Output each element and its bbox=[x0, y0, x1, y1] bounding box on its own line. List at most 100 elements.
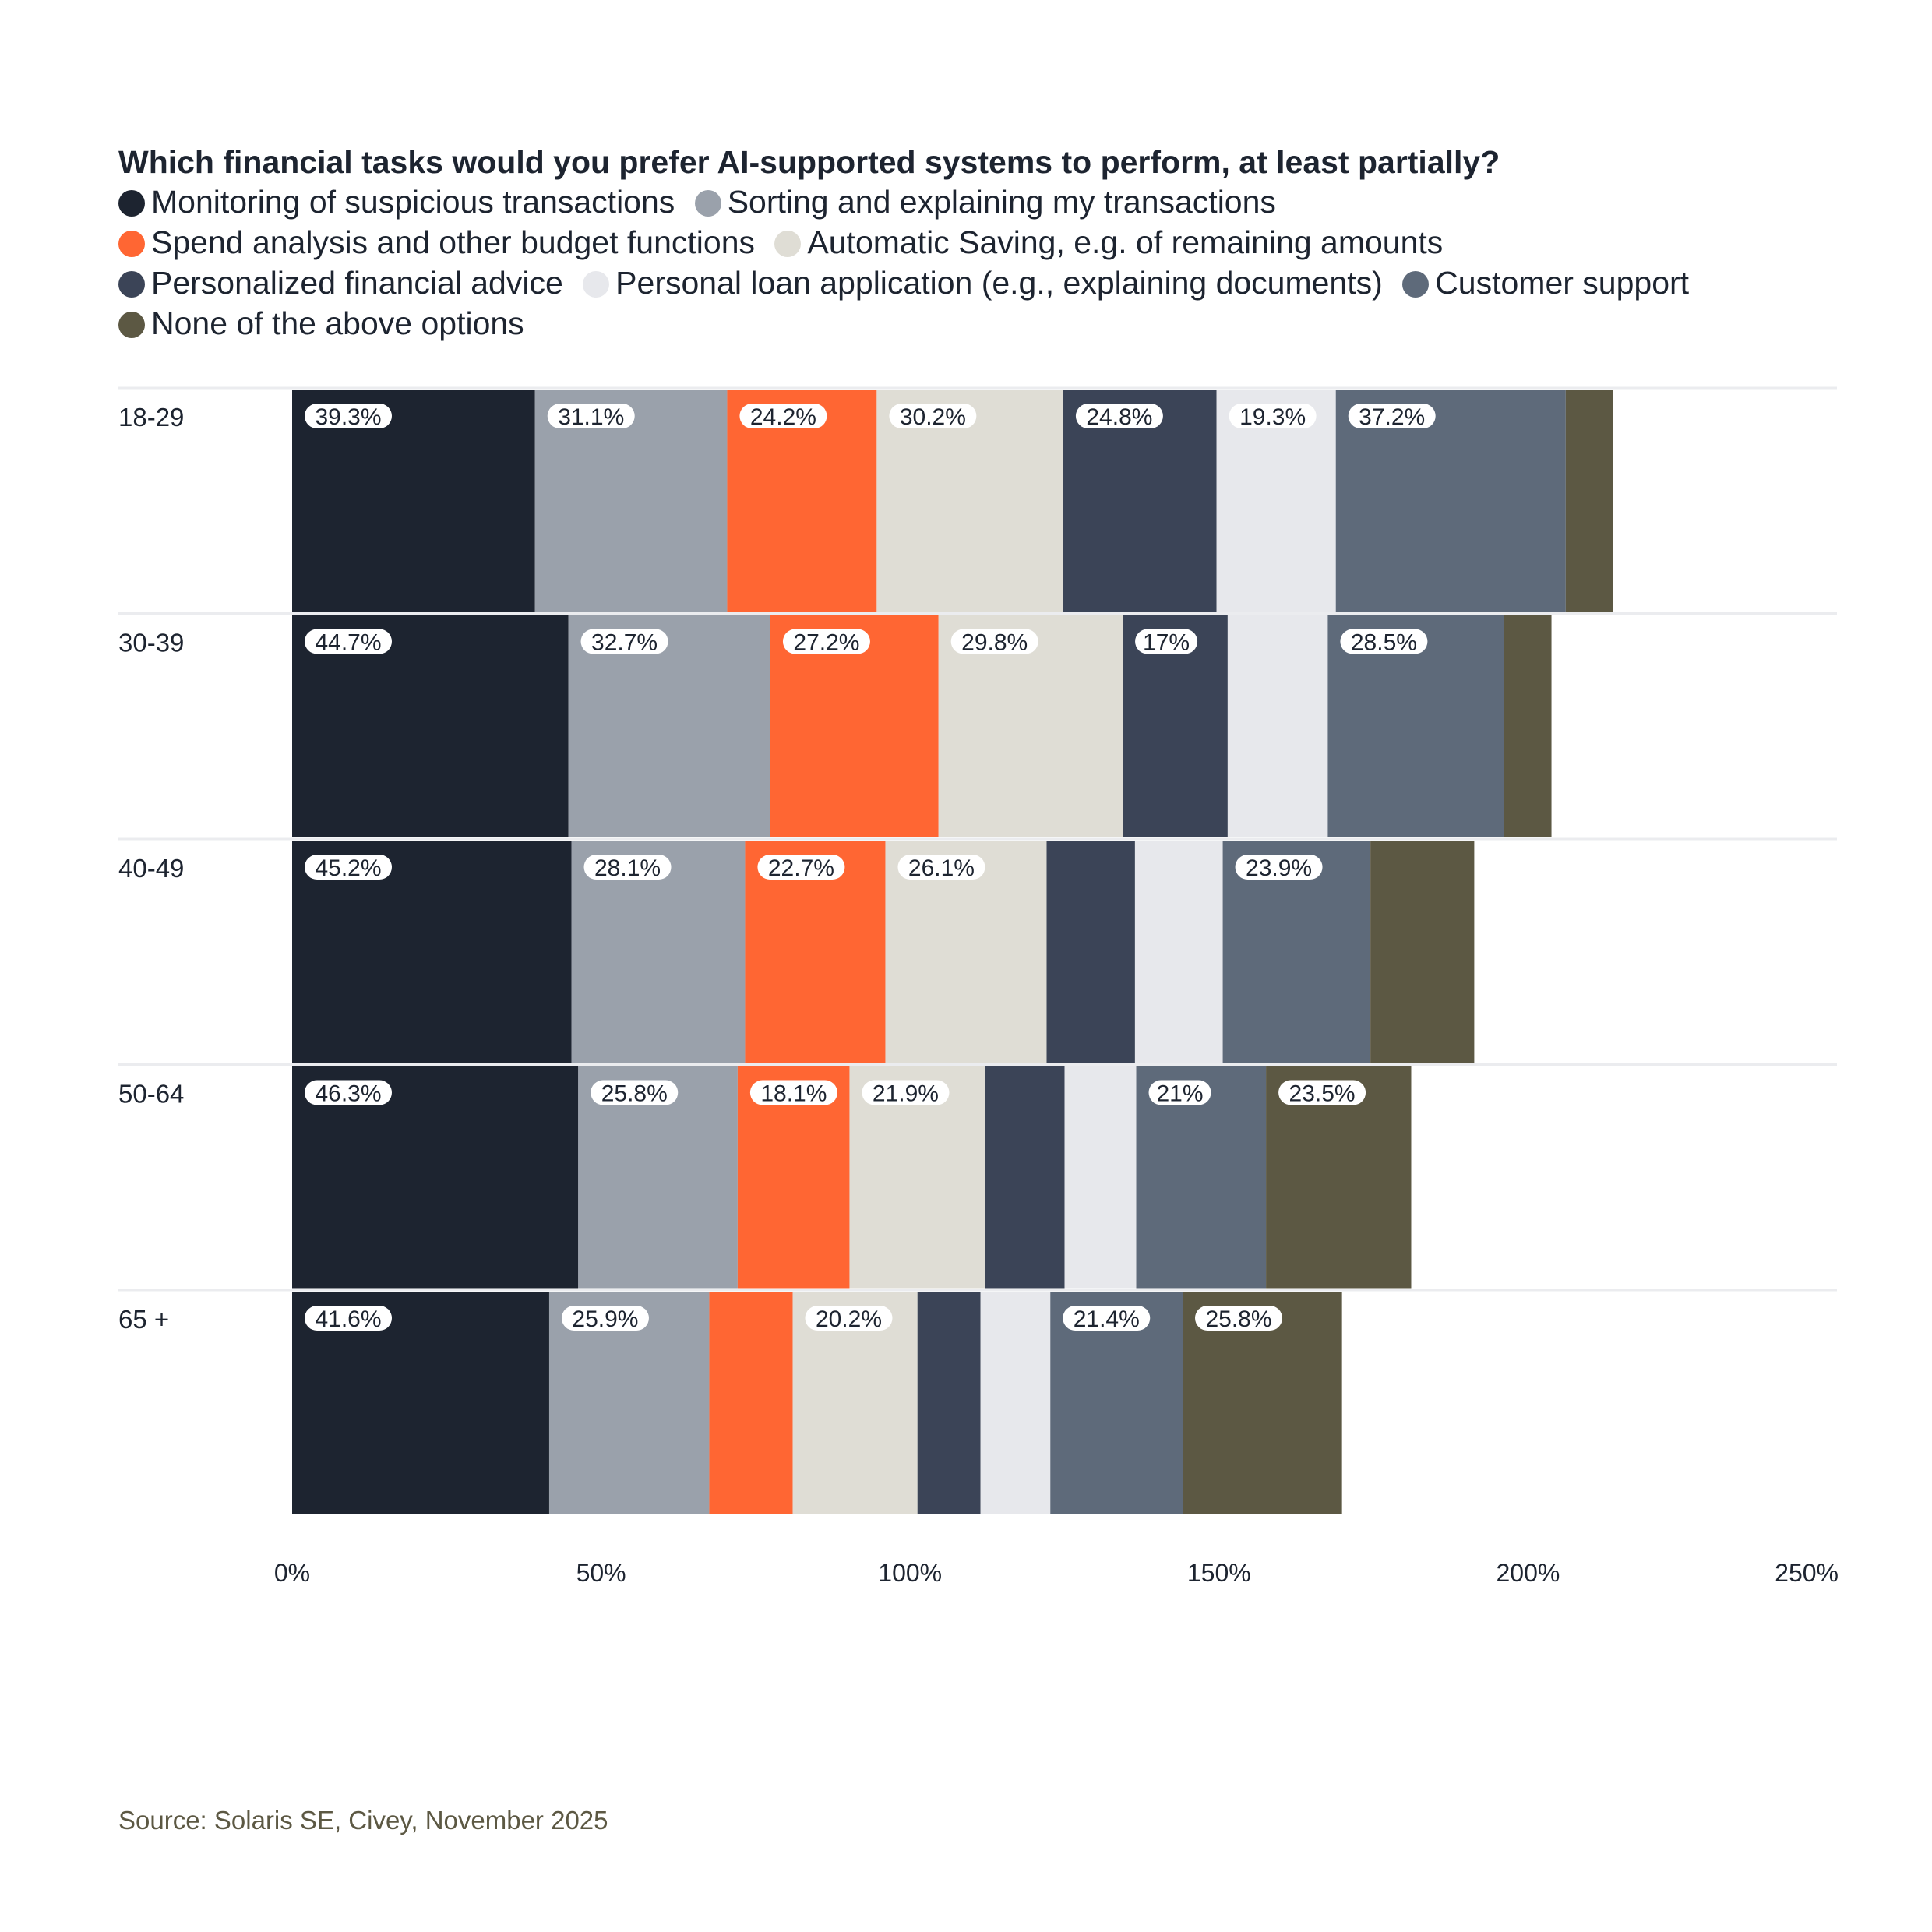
data-label-pill bbox=[757, 855, 845, 880]
data-label: 23.9% bbox=[1246, 855, 1312, 881]
data-label: 21% bbox=[1156, 1081, 1203, 1107]
data-label: 28.1% bbox=[594, 855, 661, 881]
category-label: 65 + bbox=[118, 1305, 169, 1334]
legend-item: Monitoring of suspicious transactions bbox=[118, 184, 686, 220]
data-label: 21.9% bbox=[873, 1081, 939, 1107]
data-label-pill bbox=[950, 629, 1038, 654]
data-label: 17% bbox=[1143, 630, 1190, 656]
bar-segment bbox=[985, 1066, 1065, 1289]
bar-segment bbox=[917, 1292, 981, 1514]
data-label: 19.3% bbox=[1239, 404, 1306, 430]
legend-item: Customer support bbox=[1402, 265, 1700, 301]
legend-swatch bbox=[774, 231, 802, 257]
bar-segment bbox=[1046, 841, 1135, 1063]
data-label: 25.9% bbox=[572, 1306, 638, 1332]
source-note: Source: Solaris SE, Civey, November 2025 bbox=[118, 1806, 608, 1835]
x-tick-label: 0% bbox=[274, 1559, 310, 1587]
legend-swatch bbox=[1402, 271, 1430, 298]
data-label: 24.2% bbox=[750, 404, 816, 430]
x-tick-label: 200% bbox=[1496, 1559, 1560, 1587]
legend-item: Personal loan application (e.g., explain… bbox=[583, 265, 1394, 301]
stacked-bar-chart: 18-29 39.3% 31.1% 24.2% 30.2% 24.8% 19.3% 37.2%… bbox=[118, 386, 1839, 1587]
data-label: 28.5% bbox=[1351, 630, 1417, 656]
data-label-pill bbox=[591, 1080, 679, 1105]
legend-label: Automatic Saving, e.g. of remaining amou… bbox=[807, 224, 1444, 260]
data-label: 37.2% bbox=[1359, 404, 1425, 430]
x-tick-label: 50% bbox=[576, 1559, 626, 1587]
data-label: 46.3% bbox=[315, 1081, 381, 1107]
data-label-pill bbox=[1229, 404, 1317, 428]
data-label-pill bbox=[1075, 404, 1163, 428]
data-label-pill bbox=[305, 629, 392, 654]
data-label: 21.4% bbox=[1074, 1306, 1140, 1332]
data-label: 44.7% bbox=[315, 630, 381, 656]
data-label-pill bbox=[889, 404, 977, 428]
data-label-pill bbox=[305, 404, 392, 428]
x-tick-label: 150% bbox=[1187, 1559, 1251, 1587]
data-label-pill bbox=[1195, 1306, 1283, 1331]
legend-label: Spend analysis and other budget function… bbox=[151, 224, 755, 260]
legend-label: Customer support bbox=[1435, 265, 1690, 301]
data-label-pill bbox=[1340, 629, 1428, 654]
x-tick-label: 100% bbox=[878, 1559, 942, 1587]
data-label: 26.1% bbox=[908, 855, 975, 881]
bar-segment bbox=[1370, 841, 1475, 1063]
legend-swatch bbox=[694, 190, 721, 217]
bar-segment bbox=[709, 1292, 793, 1514]
legend-label: Personalized financial advice bbox=[151, 265, 563, 301]
legend-swatch bbox=[118, 231, 145, 257]
data-label: 29.8% bbox=[961, 630, 1028, 656]
data-label: 45.2% bbox=[315, 855, 381, 881]
data-label: 25.8% bbox=[1205, 1306, 1271, 1332]
data-label-pill bbox=[805, 1306, 893, 1331]
data-label: 24.8% bbox=[1086, 404, 1152, 430]
data-label-pill bbox=[583, 855, 672, 880]
data-label-pill bbox=[1278, 1080, 1366, 1105]
bar-segment bbox=[1504, 615, 1552, 837]
data-label: 39.3% bbox=[315, 404, 381, 430]
data-label-pill bbox=[305, 1306, 392, 1331]
chart-title: Which financial tasks would you prefer A… bbox=[118, 144, 1500, 180]
bar-segment bbox=[1565, 390, 1613, 612]
data-label: 18.1% bbox=[760, 1081, 827, 1107]
legend-swatch bbox=[118, 312, 145, 338]
data-label-pill bbox=[1235, 855, 1323, 880]
data-label: 30.2% bbox=[900, 404, 966, 430]
data-label-pill bbox=[897, 855, 985, 880]
data-label-pill bbox=[1063, 1306, 1151, 1331]
bar-segment bbox=[980, 1292, 1051, 1514]
x-tick-label: 250% bbox=[1775, 1559, 1839, 1587]
data-label-pill bbox=[782, 629, 870, 654]
legend-item: Personalized financial advice bbox=[118, 265, 574, 301]
data-label: 32.7% bbox=[591, 630, 658, 656]
legend-swatch bbox=[118, 271, 145, 298]
category-label: 30-39 bbox=[118, 629, 184, 658]
legend-item: None of the above options bbox=[118, 305, 535, 341]
data-label: 23.5% bbox=[1289, 1081, 1356, 1107]
legend-label: None of the above options bbox=[151, 305, 524, 341]
legend-swatch bbox=[118, 190, 145, 217]
legend-swatch bbox=[583, 271, 610, 298]
data-label-pill bbox=[1148, 1080, 1211, 1105]
bar-segment bbox=[1064, 1066, 1137, 1289]
bar-segment bbox=[1227, 615, 1328, 837]
data-label: 41.6% bbox=[315, 1306, 381, 1332]
legend-label: Monitoring of suspicious transactions bbox=[151, 184, 675, 220]
data-label-pill bbox=[749, 1080, 837, 1105]
data-label-pill bbox=[1135, 629, 1198, 654]
data-label-pill bbox=[739, 404, 827, 428]
data-label-pill bbox=[305, 1080, 392, 1105]
category-label: 40-49 bbox=[118, 854, 184, 883]
legend-item: Spend analysis and other budget function… bbox=[118, 224, 766, 260]
legend: Monitoring of suspicious transactions So… bbox=[118, 182, 1848, 344]
data-label-pill bbox=[561, 1306, 649, 1331]
legend-item: Automatic Saving, e.g. of remaining amou… bbox=[774, 224, 1454, 260]
data-label-pill bbox=[862, 1080, 950, 1105]
legend-item: Sorting and explaining my transactions bbox=[694, 184, 1287, 220]
bar-segment bbox=[1134, 841, 1223, 1063]
data-label: 31.1% bbox=[558, 404, 624, 430]
legend-label: Personal loan application (e.g., explain… bbox=[615, 265, 1383, 301]
data-label-pill bbox=[580, 629, 668, 654]
data-label: 22.7% bbox=[768, 855, 834, 881]
data-label: 25.8% bbox=[601, 1081, 668, 1107]
